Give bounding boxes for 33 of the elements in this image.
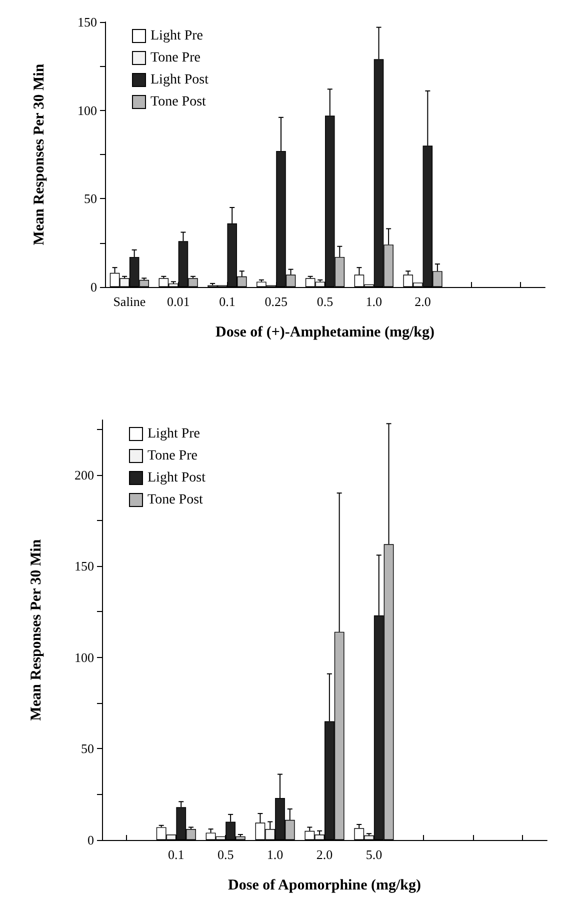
x-tick-label: 0.01 xyxy=(166,294,190,309)
x-tick-label: 0.25 xyxy=(264,294,288,309)
y-tick-label: 150 xyxy=(78,14,97,30)
legend-label: Tone Pre xyxy=(148,448,198,464)
legend-label: Light Pre xyxy=(148,426,200,442)
x-tick-label: 2.0 xyxy=(414,294,431,309)
x-tick-label: 2.0 xyxy=(316,847,333,862)
y-tick-label: 50 xyxy=(81,741,94,756)
x-tick-label: 0.1 xyxy=(168,847,184,862)
legend-label: Light Pre xyxy=(150,28,203,44)
x-tick-label: 5.0 xyxy=(366,847,382,862)
y-tick-label: 100 xyxy=(74,650,94,665)
y-axis-title: Mean Responses Per 30 Min xyxy=(28,538,44,721)
x-axis-title: Dose of (+)-Amphetamine (mg/kg) xyxy=(216,324,434,340)
legend-label: Light Post xyxy=(148,470,206,486)
x-tick-label: 1.0 xyxy=(366,294,382,309)
y-tick-label: 0 xyxy=(90,280,97,294)
y-axis-title: Mean Responses Per 30 Min xyxy=(32,63,48,246)
x-axis-title: Dose of Apomorphine (mg/kg) xyxy=(228,878,421,894)
x-tick-label: 1.0 xyxy=(266,847,284,862)
x-tick-label: 0.5 xyxy=(217,847,234,862)
y-tick-label: 0 xyxy=(88,832,94,848)
x-tick-label: 0.1 xyxy=(219,294,236,309)
x-tick-label: Saline xyxy=(113,294,146,309)
x-tick-label: 0.5 xyxy=(316,294,334,309)
legend-label: Tone Post xyxy=(150,94,206,110)
legend-label: Light Post xyxy=(150,72,209,88)
legend-label: Tone Post xyxy=(148,492,204,508)
y-tick-label: 50 xyxy=(84,191,97,206)
y-tick-label: 200 xyxy=(74,467,94,482)
y-tick-label: 150 xyxy=(74,558,94,574)
legend-label: Tone Pre xyxy=(150,50,200,66)
y-tick-label: 100 xyxy=(78,102,97,118)
